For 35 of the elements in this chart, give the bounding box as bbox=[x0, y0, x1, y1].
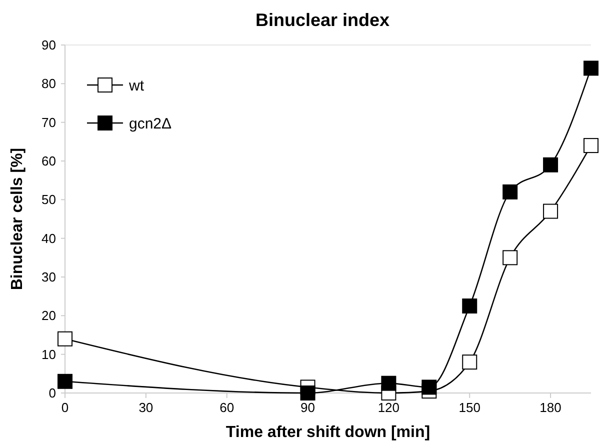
x-tick-label: 180 bbox=[540, 400, 562, 415]
y-tick-label: 10 bbox=[42, 346, 56, 362]
y-tick-label: 60 bbox=[42, 154, 56, 169]
x-tick-label: 30 bbox=[138, 400, 154, 415]
point bbox=[584, 138, 598, 154]
x-axis-title: Time after shift down [min] bbox=[226, 424, 430, 441]
x-tick-label: 120 bbox=[378, 400, 400, 415]
y-tick-label: 80 bbox=[42, 76, 56, 92]
point bbox=[300, 386, 316, 400]
x-tick-label: 0 bbox=[61, 400, 69, 415]
point bbox=[58, 331, 72, 346]
legend-label: wt bbox=[128, 77, 145, 94]
point bbox=[422, 380, 437, 395]
y-tick-label: 0 bbox=[48, 386, 56, 401]
y-tick-label: 30 bbox=[42, 270, 56, 285]
y-tick-label: 70 bbox=[42, 114, 56, 130]
point bbox=[502, 250, 518, 266]
point bbox=[381, 376, 396, 391]
y-tick-label: 90 bbox=[42, 38, 56, 53]
chart-title: Binuclear index bbox=[255, 10, 390, 30]
y-tick-label: 40 bbox=[42, 230, 56, 246]
legend-label: gcn2Δ bbox=[129, 115, 172, 132]
point bbox=[543, 157, 558, 172]
x-tick-label: 150 bbox=[458, 400, 480, 415]
point bbox=[462, 354, 478, 370]
y-tick-label: 20 bbox=[42, 308, 56, 324]
x-tick-label: 90 bbox=[300, 400, 316, 415]
y-tick-label: 50 bbox=[42, 192, 56, 208]
x-tick-label: 60 bbox=[220, 400, 234, 415]
point bbox=[543, 204, 558, 219]
point bbox=[58, 374, 72, 389]
y-axis-title: Binuclear cells [%] bbox=[9, 148, 26, 290]
point bbox=[462, 298, 478, 314]
point bbox=[584, 60, 598, 76]
point bbox=[502, 184, 518, 200]
